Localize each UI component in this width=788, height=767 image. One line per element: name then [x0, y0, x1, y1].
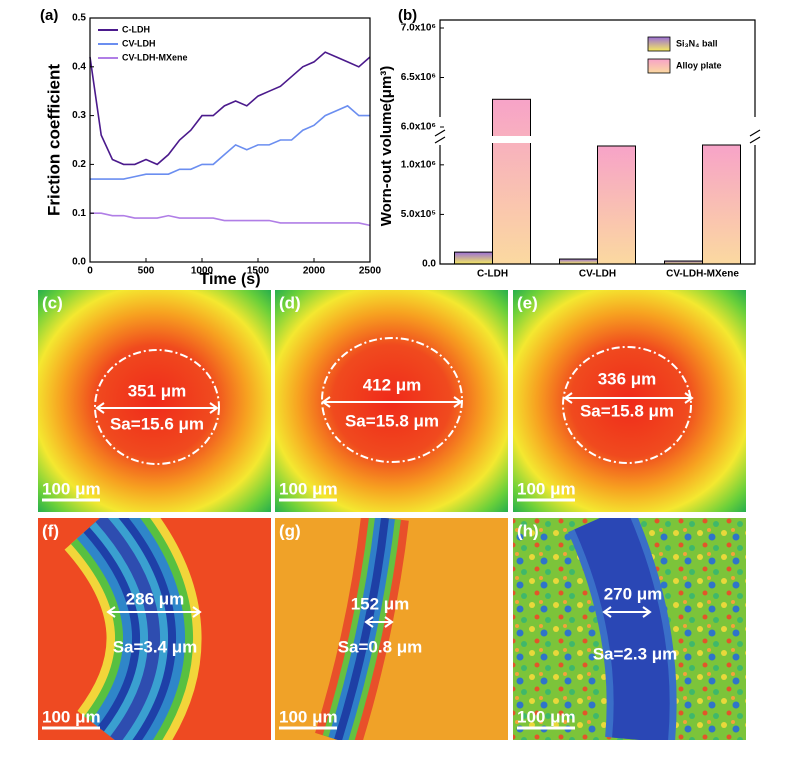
bar	[454, 251, 493, 265]
wear-band	[574, 518, 670, 740]
x-tick-label: 2000	[303, 266, 326, 277]
y-axis-label: Friction coefficient	[44, 64, 63, 216]
break-marks	[434, 129, 761, 144]
micrograph: (c) 351 μm Sa=15.6 μm 100 μm	[38, 290, 271, 512]
roughness: Sa=0.8 μm	[338, 637, 423, 656]
plot-frame	[439, 19, 756, 265]
roughness: Sa=2.3 μm	[593, 644, 678, 663]
heatmap	[38, 290, 271, 512]
micrograph: (g) 152 μm Sa=0.8 μm 100 μm	[275, 518, 508, 740]
micrograph-content	[275, 518, 508, 740]
x-tick-label: 1500	[247, 266, 270, 277]
wear-outline	[562, 346, 692, 464]
series-line	[90, 104, 370, 180]
panel-label: (e)	[517, 293, 538, 312]
micrograph: (d) 412 μm Sa=15.8 μm 100 μm	[275, 290, 508, 512]
scale-label: 100 μm	[279, 707, 338, 726]
wear-width: 412 μm	[363, 375, 422, 394]
x-tick-label: C-LDH	[477, 269, 508, 280]
micrograph-content	[38, 518, 271, 740]
scale-label: 100 μm	[517, 707, 576, 726]
wear-width: 351 μm	[128, 381, 187, 400]
width-arrow	[602, 606, 652, 618]
width-arrow	[321, 396, 463, 408]
wear-band	[95, 518, 161, 740]
bar	[702, 144, 741, 265]
panel-label: (h)	[517, 521, 539, 540]
width-arrow	[95, 402, 219, 414]
y-tick-label: 0.0	[72, 257, 86, 268]
x-tick-label: 0	[87, 266, 93, 277]
bar	[559, 258, 598, 265]
series-line	[89, 51, 371, 166]
wear-band	[334, 518, 389, 740]
micrograph: (e) 336 μm Sa=15.8 μm 100 μm	[513, 290, 746, 512]
y-axis-label: Worn-out volume(μm³)	[378, 66, 395, 227]
bar	[597, 145, 636, 265]
y-tick-label: 0.3	[72, 110, 86, 121]
panel-label: (g)	[279, 521, 301, 540]
roughness: Sa=15.8 μm	[580, 401, 674, 420]
wear-width: 336 μm	[598, 369, 657, 388]
panel-label: (f)	[42, 521, 59, 540]
micrograph: (f) 286 μm Sa=3.4 μm 100 μm	[38, 518, 271, 740]
y-tick-label: 0.1	[72, 208, 86, 219]
y-tick-label: 0.5	[72, 13, 86, 24]
legend-label: Si₃N₄ ball	[676, 38, 717, 48]
plot-frame	[89, 17, 371, 263]
width-arrow	[364, 616, 394, 628]
scale-label: 100 μm	[517, 479, 576, 498]
wear-width: 152 μm	[351, 594, 410, 613]
y-tick-label: 0.4	[72, 61, 86, 72]
wear-outline	[321, 337, 463, 463]
y-tick-label: 0.0	[422, 259, 436, 270]
x-tick-label: CV-LDH	[579, 269, 616, 280]
scale-label: 100 μm	[42, 707, 101, 726]
y-tick-label: 7.0x10⁶	[401, 23, 436, 34]
legend-swatch	[647, 36, 671, 52]
roughness: Sa=3.4 μm	[113, 637, 198, 656]
roughness: Sa=15.6 μm	[110, 414, 204, 433]
y-tick-label: 5.0x10⁵	[401, 209, 437, 220]
wear-width: 286 μm	[126, 589, 185, 608]
legend-label: CV-LDH-MXene	[122, 52, 188, 62]
axis-break-gap	[438, 136, 757, 143]
bar	[492, 98, 531, 265]
series-line	[90, 212, 371, 227]
x-tick-label: CV-LDH-MXene	[666, 269, 739, 280]
wear-outline	[94, 349, 220, 465]
micrograph-content	[513, 518, 746, 740]
scale-label: 100 μm	[42, 479, 101, 498]
wear-width: 270 μm	[604, 584, 663, 603]
y-tick-label: 6.0x10⁶	[401, 122, 436, 133]
legend-label: Alloy plate	[676, 60, 722, 70]
roughness: Sa=15.8 μm	[345, 411, 439, 430]
panel-label: (a)	[40, 7, 58, 24]
legend-swatch	[647, 58, 671, 74]
legend-label: CV-LDH	[122, 38, 156, 48]
panel-label: (c)	[42, 293, 63, 312]
micrograph-content	[38, 290, 271, 512]
scale-label: 100 μm	[279, 479, 338, 498]
y-tick-label: 6.5x10⁶	[401, 72, 436, 83]
y-tick-label: 1.0x10⁶	[401, 159, 436, 170]
micrograph-content	[513, 290, 746, 512]
width-arrow	[563, 392, 694, 404]
micrograph: (h) 270 μm Sa=2.3 μm 100 μm	[513, 518, 746, 740]
heatmap	[513, 290, 746, 512]
x-tick-label: 1000	[191, 266, 214, 277]
width-arrow	[106, 606, 202, 618]
y-tick-label: 0.2	[72, 159, 86, 170]
panel-label: (d)	[279, 293, 301, 312]
x-tick-label: 500	[138, 266, 155, 277]
legend-label: C-LDH	[122, 24, 150, 34]
panel-label: (b)	[398, 7, 417, 24]
x-tick-label: 2500	[359, 266, 382, 277]
x-axis-label: Time (s)	[199, 271, 260, 288]
